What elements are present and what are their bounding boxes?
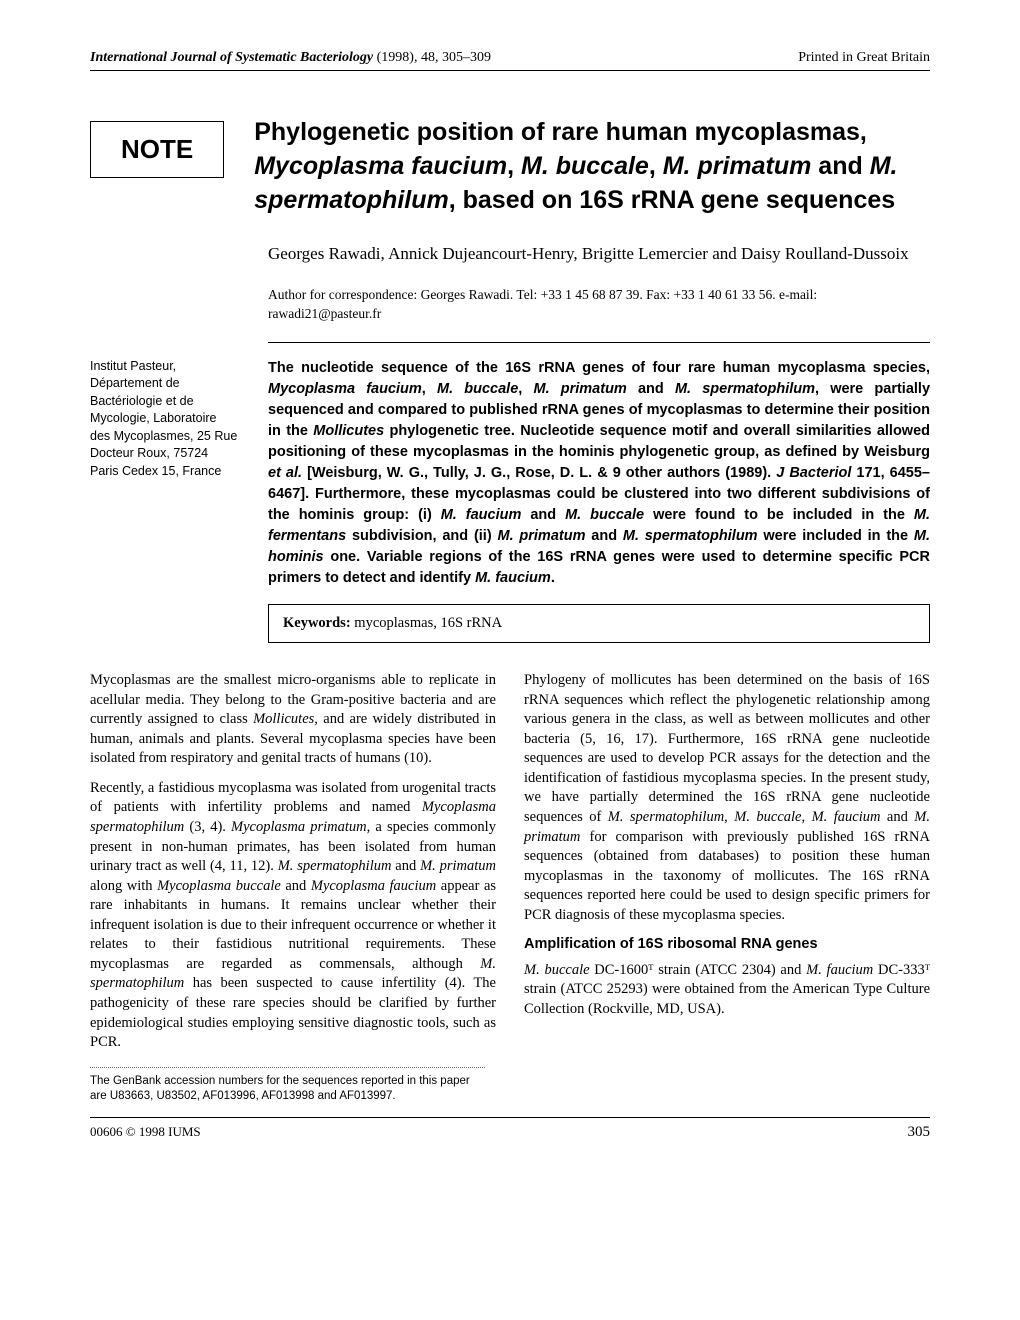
affiliation: Institut Pasteur, Département de Bactéri…	[90, 358, 240, 589]
footnote-rule	[90, 1067, 485, 1068]
correspondence: Author for correspondence: Georges Rawad…	[268, 286, 930, 324]
keywords-text: mycoplasmas, 16S rRNA	[351, 615, 502, 631]
article-title: Phylogenetic position of rare human myco…	[254, 116, 930, 217]
note-box: NOTE	[90, 121, 224, 178]
keywords-label: Keywords:	[283, 615, 351, 631]
keywords-box: Keywords: mycoplasmas, 16S rRNA	[268, 604, 930, 643]
page-number: 305	[908, 1124, 931, 1141]
footnote: The GenBank accession numbers for the se…	[90, 1074, 485, 1105]
printed-in: Printed in Great Britain	[798, 50, 930, 66]
body-para-4: M. buccale DC-1600ᵀ strain (ATCC 2304) a…	[524, 961, 930, 1020]
divider	[268, 342, 930, 343]
body-columns: Mycoplasmas are the smallest micro-organ…	[90, 671, 930, 1053]
running-header: International Journal of Systematic Bact…	[90, 50, 930, 71]
issue-pages: (1998), 48, 305–309	[377, 50, 491, 65]
body-para-2: Recently, a fastidious mycoplasma was is…	[90, 779, 496, 1053]
copyright: 00606 © 1998 IUMS	[90, 1124, 201, 1141]
journal-title: International Journal of Systematic Bact…	[90, 50, 373, 65]
body-para-3: Phylogeny of mollicutes has been determi…	[524, 671, 930, 925]
authors: Georges Rawadi, Annick Dujeancourt-Henry…	[268, 242, 930, 266]
affiliation-abstract-row: Institut Pasteur, Département de Bactéri…	[90, 358, 930, 589]
body-para-1: Mycoplasmas are the smallest micro-organ…	[90, 671, 496, 769]
journal-info: International Journal of Systematic Bact…	[90, 50, 491, 66]
abstract: The nucleotide sequence of the 16S rRNA …	[268, 358, 930, 589]
section-heading: Amplification of 16S ribosomal RNA genes	[524, 935, 930, 955]
footer: 00606 © 1998 IUMS 305	[90, 1117, 930, 1141]
title-row: NOTE Phylogenetic position of rare human…	[90, 116, 930, 217]
